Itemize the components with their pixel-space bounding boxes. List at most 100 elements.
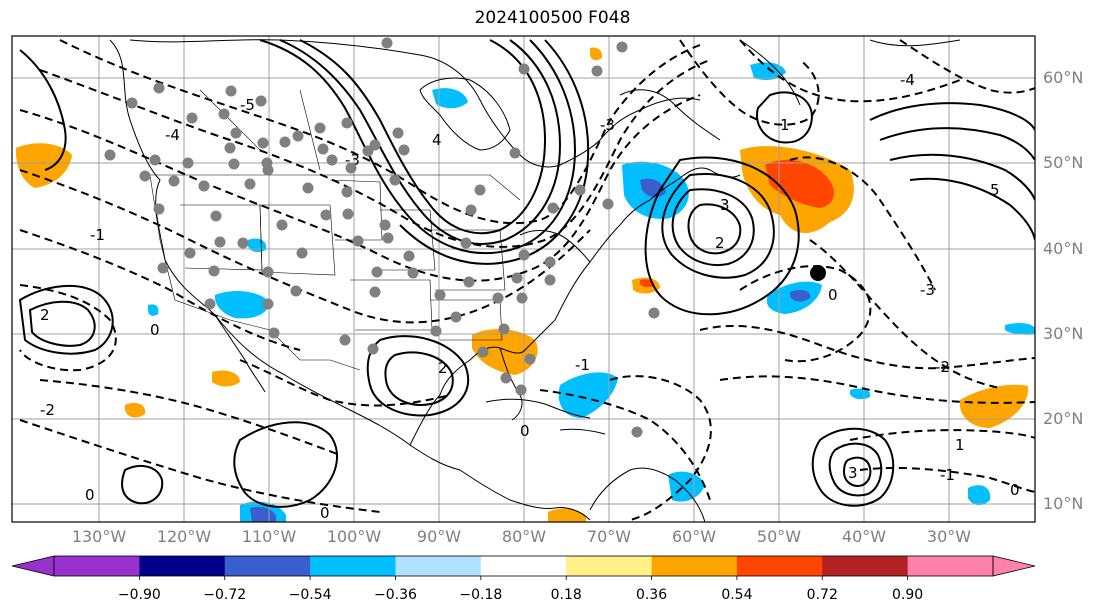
- station-marker: [616, 41, 628, 53]
- colorbar-segment: [907, 556, 994, 576]
- station-marker: [214, 236, 226, 248]
- contour-label: -3: [920, 281, 935, 299]
- station-marker: [314, 122, 326, 134]
- station-marker: [498, 323, 510, 335]
- station-marker: [407, 267, 419, 279]
- station-marker: [320, 209, 332, 221]
- station-marker: [204, 298, 216, 310]
- colorbar-segment: [54, 556, 140, 576]
- station-marker: [290, 285, 302, 297]
- station-marker: [230, 127, 242, 139]
- station-marker: [225, 85, 237, 97]
- station-marker: [460, 237, 472, 249]
- station-marker: [392, 127, 404, 139]
- contour-label: 4: [432, 131, 442, 149]
- station-marker: [237, 237, 249, 249]
- station-marker: [389, 174, 401, 186]
- station-markers: [104, 37, 660, 438]
- station-marker: [434, 289, 446, 301]
- station-marker: [228, 158, 240, 170]
- station-marker: [474, 184, 486, 196]
- station-marker: [463, 276, 475, 288]
- latitude-label: 50°N: [1043, 153, 1084, 172]
- longitude-label: 130°W: [71, 527, 127, 546]
- station-marker: [345, 162, 357, 174]
- colorbar-extend-high: [992, 555, 1036, 577]
- contour-label: 2: [438, 359, 448, 377]
- station-marker: [342, 208, 354, 220]
- station-marker: [149, 154, 161, 166]
- colorbar-tick-label: −0.18: [459, 587, 503, 603]
- station-marker: [430, 325, 442, 337]
- station-marker: [379, 219, 391, 231]
- station-marker: [511, 272, 523, 284]
- longitude-label: 110°W: [241, 527, 297, 546]
- station-marker: [153, 82, 165, 94]
- colorbar-tick-label: 0.18: [550, 587, 582, 603]
- station-marker: [367, 343, 379, 355]
- station-marker: [492, 292, 504, 304]
- station-marker: [184, 247, 196, 259]
- station-marker: [518, 63, 530, 75]
- station-marker: [317, 143, 329, 155]
- station-marker: [362, 145, 374, 157]
- station-marker: [574, 184, 586, 196]
- station-marker: [516, 292, 528, 304]
- station-marker: [224, 142, 236, 154]
- longitude-label: 80°W: [501, 527, 547, 546]
- colorbar-segment: [822, 556, 909, 576]
- station-marker: [182, 157, 194, 169]
- colorbar-tick-label: 0.90: [892, 587, 924, 603]
- longitude-label: 70°W: [586, 527, 632, 546]
- contour-label: -2: [40, 401, 55, 419]
- station-marker: [398, 144, 410, 156]
- colorbar-segment: [310, 556, 396, 576]
- latitude-label: 40°N: [1043, 239, 1084, 258]
- station-marker: [302, 182, 314, 194]
- station-marker: [208, 265, 220, 277]
- contour-label: 0: [320, 504, 330, 522]
- contour-label: 1: [955, 436, 965, 454]
- station-marker: [157, 262, 169, 274]
- contour-label: -2: [935, 358, 950, 376]
- contour-label: 2: [40, 306, 50, 324]
- station-marker: [257, 137, 269, 149]
- contour-label: -1: [575, 356, 590, 374]
- station-marker: [279, 136, 291, 148]
- station-marker: [352, 235, 364, 247]
- station-marker: [450, 311, 462, 323]
- station-marker: [104, 149, 116, 161]
- figure-title: 2024100500 F048: [474, 8, 631, 28]
- highlight-marker: [810, 265, 826, 281]
- station-marker: [544, 274, 556, 286]
- latitude-label: 20°N: [1043, 409, 1084, 428]
- station-marker: [544, 256, 556, 268]
- station-marker: [268, 327, 280, 339]
- station-marker: [262, 298, 274, 310]
- contour-label: 1: [780, 116, 790, 134]
- station-marker: [524, 353, 536, 365]
- contour-lines-positive: [18, 39, 1035, 508]
- station-marker: [403, 250, 415, 262]
- contour-label: -1: [940, 466, 955, 484]
- station-marker: [262, 266, 274, 278]
- station-marker: [255, 95, 267, 107]
- station-marker: [631, 426, 643, 438]
- station-marker: [547, 202, 559, 214]
- contour-label: 3: [720, 196, 730, 214]
- station-marker: [276, 219, 288, 231]
- contour-label: 0: [828, 286, 838, 304]
- station-marker: [292, 130, 304, 142]
- longitude-label: 50°W: [756, 527, 802, 546]
- station-marker: [296, 247, 308, 259]
- contour-label: -5: [240, 96, 255, 114]
- colorbar-tick-label: 0.72: [806, 587, 838, 603]
- colorbar-segment: [566, 556, 653, 576]
- station-marker: [244, 178, 256, 190]
- station-marker: [465, 204, 477, 216]
- station-marker: [126, 97, 138, 109]
- station-marker: [602, 198, 614, 210]
- contour-label: -4: [900, 71, 915, 89]
